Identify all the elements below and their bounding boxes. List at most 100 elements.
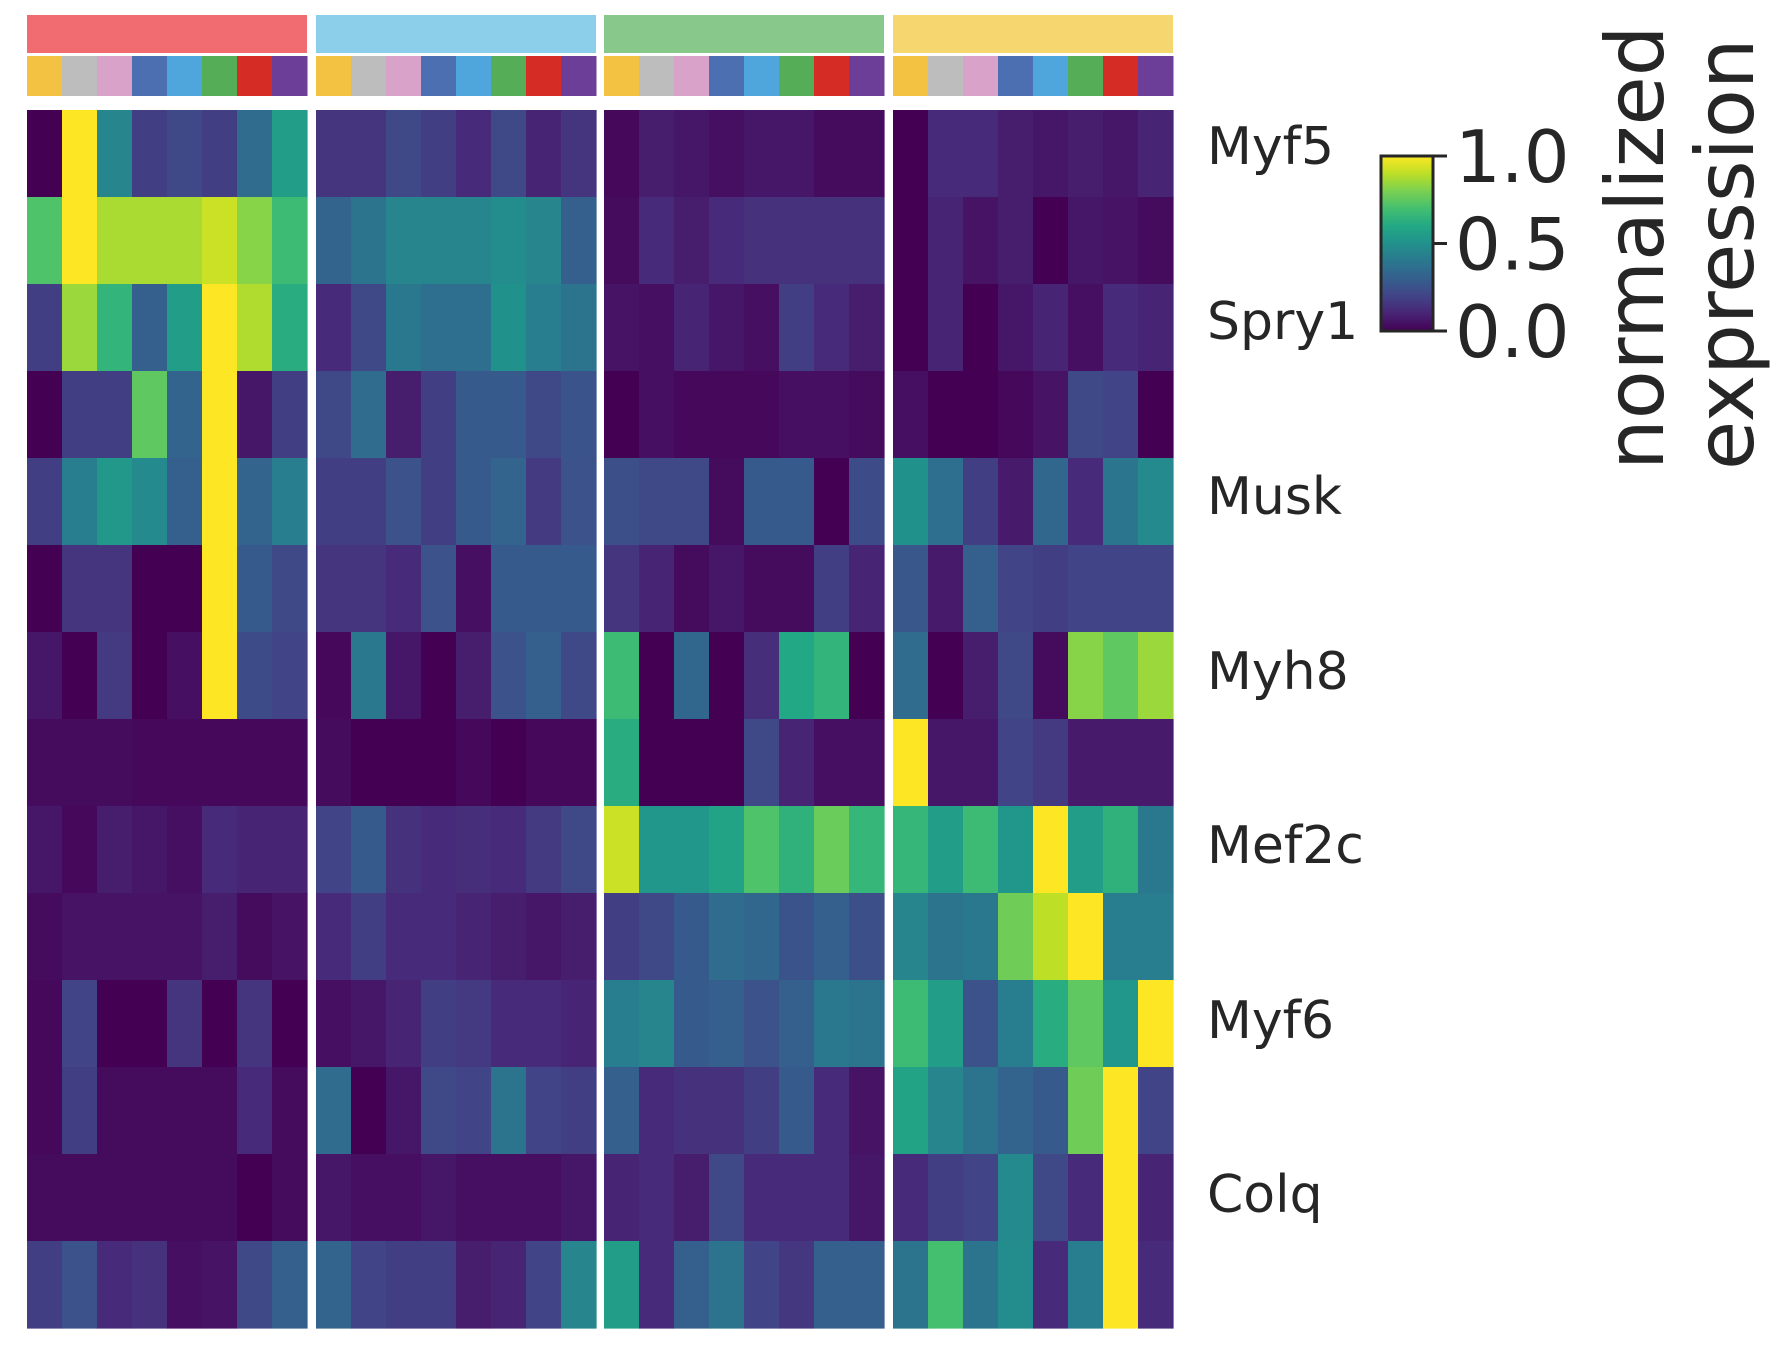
heatmap-cell [526, 1154, 562, 1242]
heatmap-cell [491, 719, 527, 807]
heatmap-cell [97, 1067, 133, 1155]
heatmap-cell [167, 806, 203, 894]
heatmap-cell [351, 110, 387, 198]
heatmap-cell [27, 1241, 63, 1329]
heatmap-cell [1138, 632, 1174, 720]
heatmap-cell [386, 893, 422, 981]
heatmap-cell [456, 719, 492, 807]
heatmap-cell [272, 806, 308, 894]
heatmap-cell [62, 284, 98, 372]
heatmap-cell [1103, 110, 1139, 198]
heatmap-cell [27, 1067, 63, 1155]
heatmap-cell [202, 284, 238, 372]
heatmap-cell [674, 1154, 710, 1242]
heatmap-cell [456, 980, 492, 1068]
heatmap-cell [456, 371, 492, 459]
heatmap-cell [351, 371, 387, 459]
heatmap-cell [849, 197, 885, 285]
heatmap-cell [491, 980, 527, 1068]
heatmap-cell [709, 545, 745, 633]
heatmap-cells [27, 110, 1174, 1329]
heatmap-cell [1033, 197, 1069, 285]
heatmap-cell [639, 893, 675, 981]
subgroup-swatch-2-5 [456, 56, 492, 96]
heatmap-cell [814, 284, 850, 372]
heatmap-cell [62, 545, 98, 633]
heatmap-cell [893, 371, 929, 459]
heatmap-cell [928, 893, 964, 981]
heatmap-cell [421, 1154, 457, 1242]
heatmap-cell [491, 1067, 527, 1155]
heatmap-cell [386, 719, 422, 807]
heatmap-cell [639, 1154, 675, 1242]
heatmap-cell [62, 197, 98, 285]
heatmap-cell [1103, 371, 1139, 459]
heatmap-cell [351, 1241, 387, 1329]
subgroup-swatch-2-2 [351, 56, 387, 96]
heatmap-cell [639, 371, 675, 459]
heatmap-cell [963, 719, 999, 807]
heatmap-cell [491, 458, 527, 546]
subgroup-swatch-3-8 [849, 56, 885, 96]
subgroup-swatch-3-6 [779, 56, 815, 96]
heatmap-cell [779, 893, 815, 981]
heatmap-cell [1068, 545, 1104, 633]
heatmap-cell [744, 458, 780, 546]
heatmap-cell [604, 284, 640, 372]
heatmap-cell [351, 806, 387, 894]
heatmap-cell [779, 284, 815, 372]
heatmap-cell [526, 893, 562, 981]
heatmap-cell [272, 110, 308, 198]
heatmap-cell [132, 719, 168, 807]
heatmap-cell [202, 110, 238, 198]
heatmap-cell [709, 980, 745, 1068]
heatmap-cell [709, 893, 745, 981]
heatmap-cell [814, 197, 850, 285]
heatmap-cell [167, 1154, 203, 1242]
subgroup-color-bars [27, 56, 1174, 96]
heatmap-cell [814, 545, 850, 633]
heatmap-cell [491, 1241, 527, 1329]
heatmap-cell [893, 545, 929, 633]
heatmap-cell [849, 806, 885, 894]
heatmap-cell [237, 893, 273, 981]
heatmap-cell [351, 632, 387, 720]
heatmap-cell [674, 893, 710, 981]
heatmap-cell [1033, 980, 1069, 1068]
heatmap-cell [674, 284, 710, 372]
heatmap-cell [202, 545, 238, 633]
heatmap-cell [744, 110, 780, 198]
heatmap-cell [27, 545, 63, 633]
heatmap-cell [928, 719, 964, 807]
heatmap-cell [779, 1067, 815, 1155]
heatmap-cell [97, 632, 133, 720]
heatmap-cell [526, 371, 562, 459]
heatmap-cell [604, 806, 640, 894]
heatmap-cell [316, 458, 352, 546]
heatmap-cell [1068, 110, 1104, 198]
heatmap-cell [998, 980, 1034, 1068]
colorbar-ticks: 1.00.50.0 [1433, 115, 1570, 374]
heatmap-cell [1103, 806, 1139, 894]
heatmap-cell [779, 1154, 815, 1242]
heatmap-cell [272, 458, 308, 546]
heatmap-cell [1033, 1154, 1069, 1242]
heatmap-cell [1068, 632, 1104, 720]
heatmap-cell [1103, 719, 1139, 807]
heatmap-cell [1138, 806, 1174, 894]
heatmap-cell [814, 458, 850, 546]
heatmap-cell [928, 806, 964, 894]
heatmap-cell [893, 284, 929, 372]
group-color-bars [27, 15, 1173, 53]
heatmap-cell [316, 197, 352, 285]
heatmap-cell [97, 458, 133, 546]
heatmap-cell [1068, 197, 1104, 285]
heatmap-cell [202, 1241, 238, 1329]
heatmap-cell [97, 371, 133, 459]
subgroup-swatch-1-3 [97, 56, 133, 96]
heatmap-cell [998, 632, 1034, 720]
subgroup-swatch-1-6 [202, 56, 238, 96]
heatmap-cell [639, 719, 675, 807]
heatmap-cell [1033, 545, 1069, 633]
